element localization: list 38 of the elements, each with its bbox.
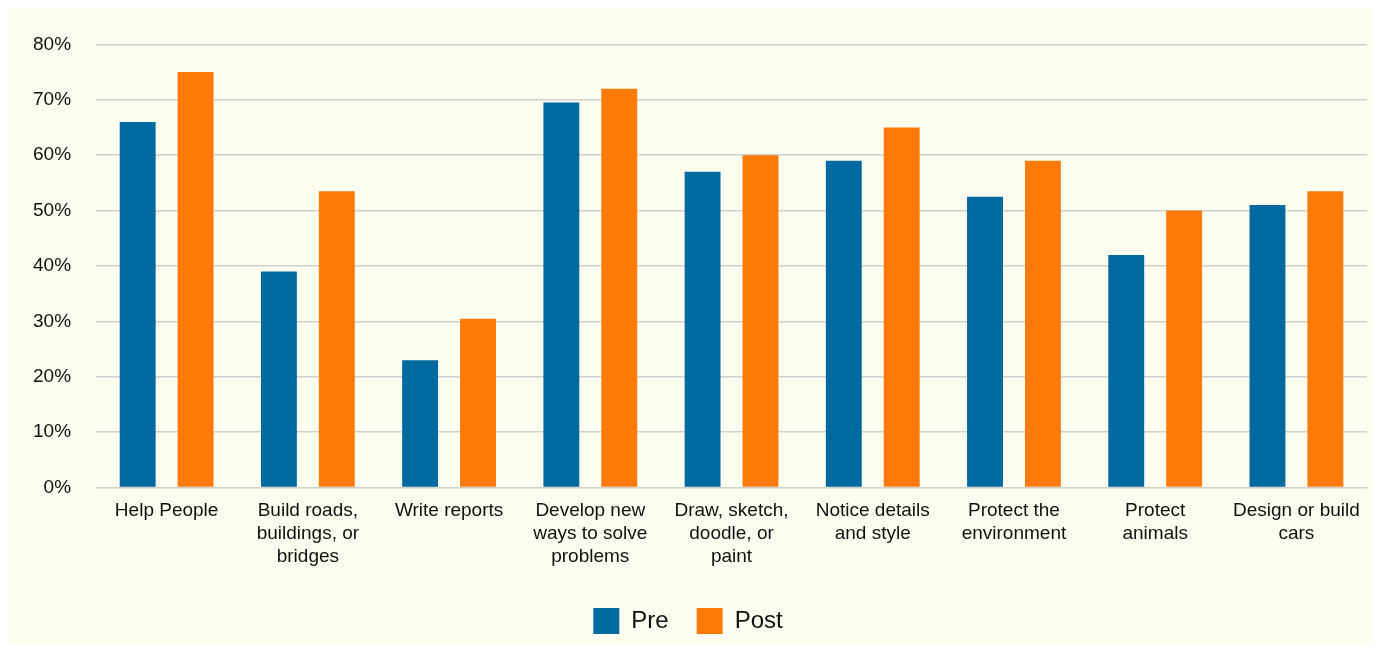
bar [742, 155, 779, 487]
x-tick-label: Develop new ways to solve problems [532, 499, 648, 566]
x-tick-label: Protect animals [1122, 499, 1188, 544]
bar [1108, 254, 1145, 487]
y-tick-label: 80% [33, 32, 72, 54]
legend-label: Pre [631, 605, 669, 633]
bar [119, 121, 156, 487]
legend-label: Post [734, 605, 784, 633]
bar [543, 102, 580, 487]
x-tick-label: Design or build cars [1233, 499, 1360, 544]
y-tick-label: 70% [33, 88, 72, 110]
x-tick-label: Notice details and style [815, 499, 930, 544]
bar [1024, 160, 1061, 487]
x-tick-label: Write reports [394, 499, 504, 521]
bar [1166, 210, 1203, 487]
x-tick-label: Draw, sketch, doodle, or paint [674, 499, 789, 566]
y-tick-label: 20% [33, 365, 72, 387]
y-tick-label: 30% [33, 309, 72, 331]
bar [601, 88, 638, 487]
bar [967, 196, 1003, 487]
bar [402, 360, 439, 487]
y-tick-label: 50% [33, 198, 72, 220]
x-tick-label: Build roads, buildings, or bridges [256, 499, 360, 566]
bar [1307, 191, 1344, 487]
bar [460, 318, 496, 487]
y-tick-label: 60% [33, 143, 72, 165]
bar [825, 160, 862, 487]
bar [684, 171, 721, 487]
y-tick-label: 40% [33, 254, 72, 276]
x-tick-label: Protect the environment [961, 499, 1067, 544]
bar [177, 72, 214, 487]
y-tick-label: 10% [33, 420, 72, 442]
bar [318, 191, 355, 487]
bar [260, 271, 297, 487]
bar [1249, 205, 1286, 487]
bar [883, 127, 920, 487]
y-tick-label: 0% [43, 475, 72, 497]
x-tick-label: Help People [114, 499, 219, 521]
